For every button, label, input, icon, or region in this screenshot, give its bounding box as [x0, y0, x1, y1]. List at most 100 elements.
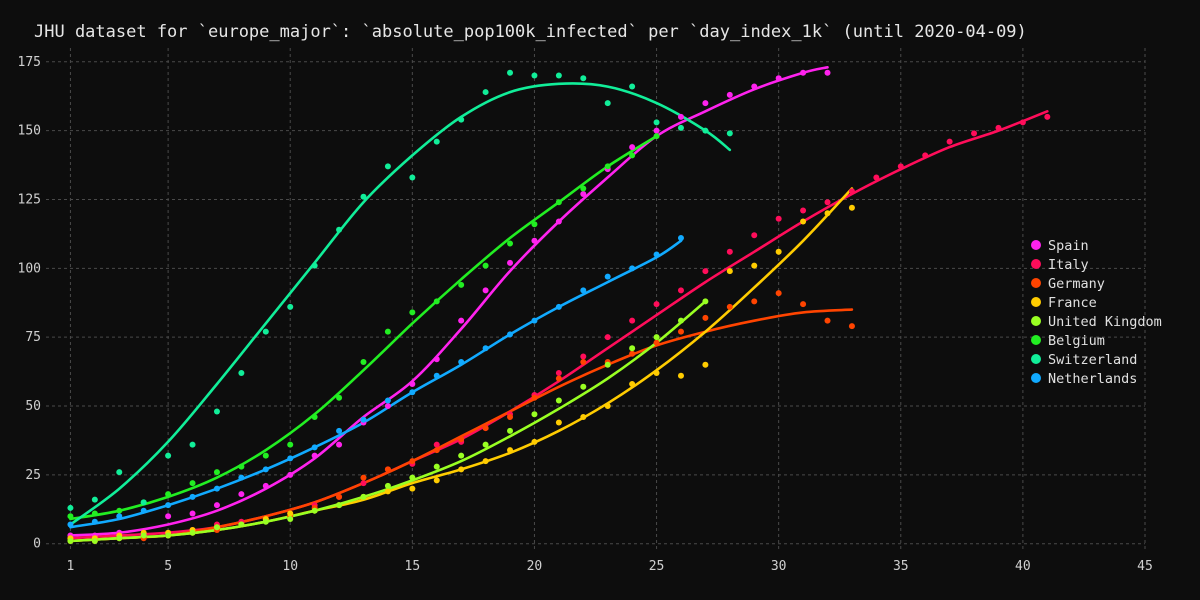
y-tick-label: 25 — [25, 468, 41, 483]
data-point-united-kingdom — [555, 397, 562, 404]
data-point-germany — [726, 303, 733, 310]
data-point-united-kingdom — [580, 383, 587, 390]
data-point-belgium — [91, 510, 98, 517]
data-point-united-kingdom — [384, 482, 391, 489]
data-point-switzerland — [677, 124, 684, 131]
data-point-united-kingdom — [433, 463, 440, 470]
data-point-france — [751, 262, 758, 269]
data-point-switzerland — [555, 72, 562, 79]
legend-marker-italy — [1031, 259, 1041, 269]
data-point-united-kingdom — [140, 532, 147, 539]
data-point-italy — [751, 232, 758, 239]
data-point-germany — [800, 301, 807, 308]
data-point-united-kingdom — [116, 535, 123, 542]
data-point-germany — [653, 339, 660, 346]
legend-label-spain: Spain — [1048, 238, 1089, 254]
data-point-netherlands — [653, 251, 660, 258]
data-point-netherlands — [91, 518, 98, 525]
data-point-france — [653, 369, 660, 376]
data-point-belgium — [555, 199, 562, 206]
data-point-france — [482, 458, 489, 465]
data-point-belgium — [165, 491, 172, 498]
data-point-spain — [677, 113, 684, 120]
data-point-united-kingdom — [653, 334, 660, 341]
x-tick-label: 20 — [527, 559, 543, 574]
data-point-netherlands — [507, 331, 514, 338]
data-point-switzerland — [433, 138, 440, 145]
data-point-belgium — [433, 298, 440, 305]
data-point-italy — [824, 199, 831, 206]
data-point-switzerland — [604, 100, 611, 107]
data-point-france — [287, 510, 294, 517]
y-tick-label: 75 — [25, 330, 41, 345]
data-point-netherlands — [458, 358, 465, 365]
data-point-belgium — [604, 163, 611, 170]
data-point-belgium — [287, 441, 294, 448]
legend-label-france: France — [1048, 295, 1097, 311]
data-point-united-kingdom — [262, 518, 269, 525]
data-point-netherlands — [433, 372, 440, 379]
data-point-germany — [458, 436, 465, 443]
data-point-france — [824, 210, 831, 217]
data-point-switzerland — [482, 89, 489, 96]
data-point-france — [848, 204, 855, 211]
data-point-netherlands — [213, 485, 220, 492]
data-point-germany — [848, 323, 855, 330]
data-point-netherlands — [262, 466, 269, 473]
data-point-united-kingdom — [482, 441, 489, 448]
data-point-united-kingdom — [189, 529, 196, 536]
data-point-belgium — [384, 328, 391, 335]
data-point-italy — [848, 188, 855, 195]
data-point-france — [433, 477, 440, 484]
data-point-belgium — [531, 221, 538, 228]
legend-marker-france — [1031, 297, 1041, 307]
data-point-netherlands — [629, 265, 636, 272]
y-tick-label: 50 — [25, 399, 41, 414]
data-point-germany — [580, 358, 587, 365]
data-point-united-kingdom — [360, 493, 367, 500]
data-point-italy — [677, 287, 684, 294]
data-point-italy — [800, 207, 807, 214]
legend-marker-united-kingdom — [1031, 316, 1041, 326]
data-point-netherlands — [116, 513, 123, 520]
data-point-spain — [189, 510, 196, 517]
data-point-switzerland — [726, 130, 733, 137]
y-tick-label: 150 — [18, 124, 41, 139]
data-point-united-kingdom — [91, 537, 98, 544]
data-point-united-kingdom — [507, 427, 514, 434]
data-point-germany — [433, 447, 440, 454]
data-point-spain — [653, 127, 660, 134]
data-point-switzerland — [360, 193, 367, 200]
data-point-netherlands — [165, 502, 172, 509]
data-point-germany — [336, 493, 343, 500]
data-point-italy — [775, 215, 782, 222]
data-point-united-kingdom — [287, 515, 294, 522]
data-point-netherlands — [67, 521, 74, 528]
x-tick-label: 35 — [893, 559, 909, 574]
data-point-italy — [1019, 119, 1026, 126]
data-point-germany — [751, 298, 758, 305]
data-point-belgium — [629, 152, 636, 159]
x-tick-label: 15 — [405, 559, 421, 574]
data-point-belgium — [189, 480, 196, 487]
data-point-spain — [262, 482, 269, 489]
data-point-france — [384, 488, 391, 495]
legend-label-germany: Germany — [1048, 276, 1105, 292]
data-point-france — [800, 218, 807, 225]
legend-marker-switzerland — [1031, 354, 1041, 364]
data-point-france — [604, 403, 611, 410]
legend-marker-belgium — [1031, 335, 1041, 345]
data-point-italy — [653, 301, 660, 308]
trend-line-switzerland — [69, 82, 732, 526]
data-point-netherlands — [531, 317, 538, 324]
data-point-belgium — [653, 133, 660, 140]
data-point-belgium — [67, 513, 74, 520]
data-point-united-kingdom — [458, 452, 465, 459]
data-point-spain — [726, 91, 733, 98]
data-point-italy — [971, 130, 978, 137]
data-point-united-kingdom — [409, 474, 416, 481]
data-point-spain — [555, 218, 562, 225]
data-point-germany — [824, 317, 831, 324]
x-tick-label: 40 — [1015, 559, 1031, 574]
